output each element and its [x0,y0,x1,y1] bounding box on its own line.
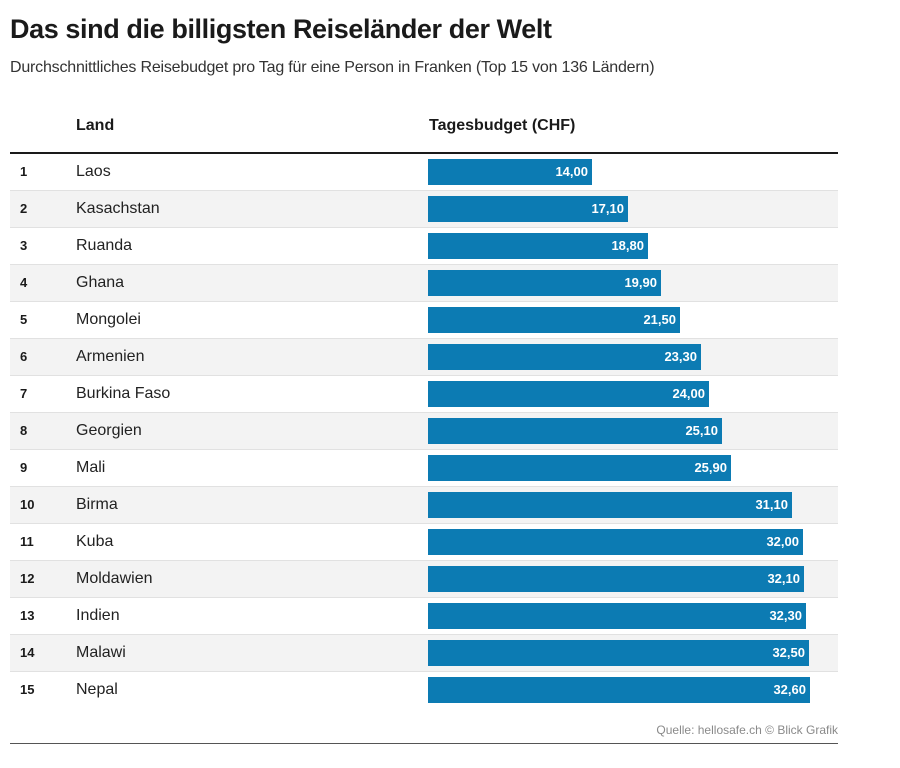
rank-number: 2 [20,201,28,216]
bar: 25,10 [428,418,722,444]
country-label: Birma [76,496,118,513]
rank-number: 11 [20,534,34,549]
bar: 18,80 [428,233,648,259]
bar: 23,30 [428,344,701,370]
rank-number: 7 [20,386,28,401]
country-label: Mongolei [76,311,141,328]
country-label: Ghana [76,274,125,291]
table-row: 13 Indien 32,30 [10,598,838,635]
bar: 14,00 [428,159,592,185]
bar: 31,10 [428,492,792,518]
country-label: Moldawien [76,570,153,587]
country-label: Georgien [76,422,142,439]
country-label: Laos [76,163,111,180]
country-label: Nepal [76,681,118,698]
table-row: 8 Georgien 25,10 [10,413,838,450]
rank-number: 8 [20,423,28,438]
bar: 24,00 [428,381,709,407]
table-row: 15 Nepal 32,60 [10,672,838,708]
bar: 32,10 [428,566,804,592]
table-row: 12 Moldawien 32,10 [10,561,838,598]
rank-number: 3 [20,238,28,253]
bar-value-label: 32,10 [767,571,800,586]
table-row: 6 Armenien 23,30 [10,339,838,376]
bar-value-label: 32,00 [766,534,799,549]
bar-value-label: 25,10 [685,423,718,438]
table-row: 1 Laos 14,00 [10,154,838,191]
chart-title: Das sind die billigsten Reiseländer der … [10,14,552,44]
bar-value-label: 19,90 [624,275,657,290]
bar: 32,60 [428,677,810,703]
table-row: 2 Kasachstan 17,10 [10,191,838,228]
bar-value-label: 24,00 [672,386,705,401]
bar-value-label: 14,00 [555,164,588,179]
country-label: Burkina Faso [76,385,171,402]
rank-number: 15 [20,682,35,697]
country-label: Indien [76,607,120,624]
bar: 25,90 [428,455,731,481]
bar-value-label: 31,10 [755,497,788,512]
country-label: Kuba [76,533,114,550]
bar-value-label: 32,50 [772,645,805,660]
table-row: 10 Birma 31,10 [10,487,838,524]
bar: 32,30 [428,603,806,629]
bar-value-label: 32,30 [769,608,802,623]
chart-subtitle: Durchschnittliches Reisebudget pro Tag f… [10,59,655,76]
country-label: Mali [76,459,106,476]
country-label: Kasachstan [76,200,160,217]
rank-number: 14 [20,645,35,660]
rank-number: 12 [20,571,35,586]
table-row: 5 Mongolei 21,50 [10,302,838,339]
bar: 21,50 [428,307,680,333]
column-header-budget: Tagesbudget (CHF) [429,117,576,134]
country-label: Malawi [76,644,126,661]
bar: 32,00 [428,529,803,555]
source-note: Quelle: hellosafe.ch © Blick Grafik [656,723,838,737]
bar: 17,10 [428,196,628,222]
rank-number: 4 [20,275,28,290]
country-label: Ruanda [76,237,133,254]
country-label: Armenien [76,348,145,365]
bar: 19,90 [428,270,661,296]
rank-number: 10 [20,497,35,512]
bar-value-label: 17,10 [591,201,624,216]
footer-divider [10,743,838,744]
table-row: 11 Kuba 32,00 [10,524,838,561]
rank-number: 5 [20,312,28,327]
rank-number: 1 [20,164,28,179]
bar-value-label: 32,60 [773,682,806,697]
table-row: 3 Ruanda 18,80 [10,228,838,265]
table-row: 9 Mali 25,90 [10,450,838,487]
bar: 32,50 [428,640,809,666]
header-divider [10,152,838,154]
table-row: 4 Ghana 19,90 [10,265,838,302]
rank-number: 13 [20,608,35,623]
chart-rows: 1 Laos 14,00 2 Kasachstan 17,10 3 Ruanda 18,80 4 G… [10,154,838,708]
bar-value-label: 21,50 [643,312,676,327]
bar-value-label: 25,90 [694,460,727,475]
table-row: 14 Malawi 32,50 [10,635,838,672]
column-header-land: Land [76,117,115,134]
table-row: 7 Burkina Faso 24,00 [10,376,838,413]
rank-number: 6 [20,349,28,364]
bar-value-label: 18,80 [611,238,644,253]
bar-value-label: 23,30 [664,349,697,364]
rank-number: 9 [20,460,28,475]
